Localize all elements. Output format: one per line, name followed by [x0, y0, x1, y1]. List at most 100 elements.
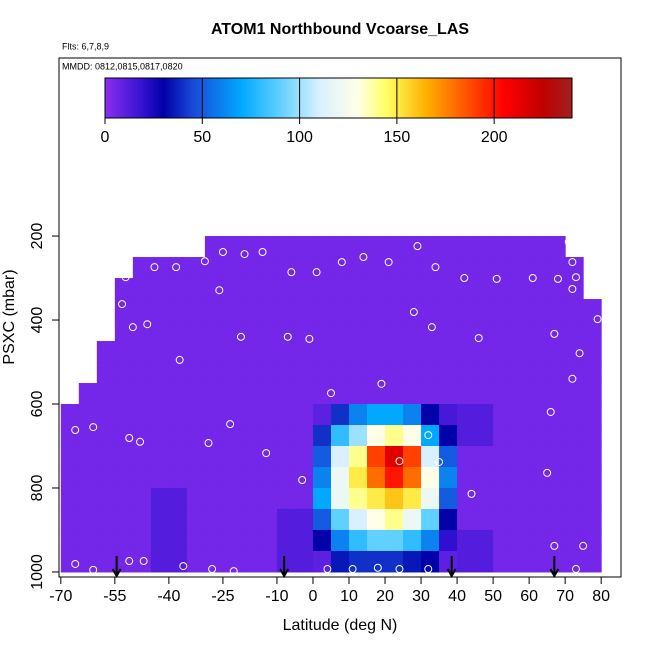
observation-point	[118, 300, 127, 309]
heat-cell	[60, 508, 80, 531]
heat-cell	[114, 299, 134, 321]
heat-cell	[168, 550, 188, 573]
heat-cell	[204, 362, 224, 384]
heat-cell	[150, 299, 170, 321]
heat-cell	[240, 550, 260, 573]
heat-cell	[583, 362, 602, 384]
heat-cell	[421, 299, 440, 321]
heat-cell	[330, 362, 350, 384]
heat-cell	[457, 550, 476, 573]
heat-cell	[294, 404, 314, 426]
heat-cell	[222, 529, 242, 552]
y-tick-label: 800	[29, 475, 46, 502]
heat-cell	[457, 320, 476, 342]
observation-point	[125, 434, 134, 443]
heat-cell	[367, 299, 386, 321]
heat-cell	[294, 278, 314, 300]
heat-cell	[312, 383, 332, 405]
heat-cell	[439, 424, 458, 447]
heat-cell	[547, 487, 566, 510]
heat-cell	[276, 278, 296, 300]
heat-cell	[78, 424, 98, 447]
observation-point	[528, 274, 537, 283]
heat-cell	[312, 404, 332, 426]
heatmap	[60, 236, 602, 573]
heat-cell	[349, 466, 368, 489]
heat-cell	[114, 404, 134, 426]
heat-cell	[114, 383, 134, 405]
heat-cell	[96, 383, 116, 405]
y-tick-label: 1000	[29, 554, 46, 590]
heat-cell	[330, 529, 350, 552]
annotation: MMDD: 0812,0815,0817,0820	[62, 61, 183, 71]
heat-cell	[511, 341, 530, 363]
heat-cell	[78, 550, 98, 573]
heat-cell	[385, 529, 404, 552]
observation-point	[125, 557, 134, 566]
heat-cell	[204, 466, 224, 489]
x-tick-label: -55	[103, 588, 126, 605]
annotation: Flts: 6,7,8,9	[62, 41, 109, 51]
heat-cell	[96, 362, 116, 384]
heat-cell	[565, 299, 584, 321]
heat-cell	[204, 487, 224, 510]
observation-point	[571, 273, 580, 282]
observation-point	[71, 559, 80, 568]
heat-cell	[565, 445, 584, 468]
heat-cell	[367, 257, 386, 279]
heat-cell	[475, 487, 494, 510]
heat-cell	[204, 550, 224, 573]
heat-cell	[565, 362, 584, 384]
heat-cell	[114, 550, 134, 573]
heat-cell	[276, 257, 296, 279]
heat-cell	[222, 550, 242, 573]
heat-cell	[330, 299, 350, 321]
heat-cell	[60, 529, 80, 552]
heat-cell	[565, 508, 584, 531]
heat-cell	[222, 236, 242, 258]
heat-cell	[565, 341, 584, 363]
heat-cell	[276, 487, 296, 510]
heat-cell	[547, 299, 566, 321]
heat-cell	[312, 529, 332, 552]
heat-cell	[330, 445, 350, 468]
heat-cell	[222, 257, 242, 279]
colorbar-tick-label: 200	[481, 129, 508, 146]
heat-cell	[204, 383, 224, 405]
heat-cell	[240, 404, 260, 426]
heat-cell	[276, 320, 296, 342]
observation-point	[208, 565, 217, 574]
heat-cell	[258, 529, 278, 552]
heat-cell	[583, 508, 602, 531]
observation-point	[395, 457, 404, 466]
heat-cell	[385, 278, 404, 300]
heat-cell	[475, 299, 494, 321]
heat-cell	[168, 257, 188, 279]
heat-cell	[96, 424, 116, 447]
heat-cell	[529, 383, 548, 405]
heat-cell	[240, 278, 260, 300]
heat-cell	[294, 236, 314, 258]
heat-cell	[132, 508, 152, 531]
heat-cell	[385, 383, 404, 405]
heat-cell	[367, 445, 386, 468]
heat-cell	[583, 424, 602, 447]
heat-cell	[457, 466, 476, 489]
heat-cell	[457, 529, 476, 552]
observation-point	[179, 562, 188, 571]
heat-cell	[439, 508, 458, 531]
heat-cell	[475, 404, 494, 426]
observation-point	[204, 439, 213, 448]
heat-cell	[529, 424, 548, 447]
heat-cell	[114, 362, 134, 384]
heat-cell	[222, 445, 242, 468]
heat-cell	[312, 362, 332, 384]
heat-cell	[258, 404, 278, 426]
observation-point	[150, 263, 159, 272]
heat-cell	[312, 466, 332, 489]
heat-cell	[312, 341, 332, 363]
heat-cell	[204, 341, 224, 363]
heat-cell	[96, 445, 116, 468]
observation-point	[409, 308, 418, 317]
heat-cell	[547, 445, 566, 468]
